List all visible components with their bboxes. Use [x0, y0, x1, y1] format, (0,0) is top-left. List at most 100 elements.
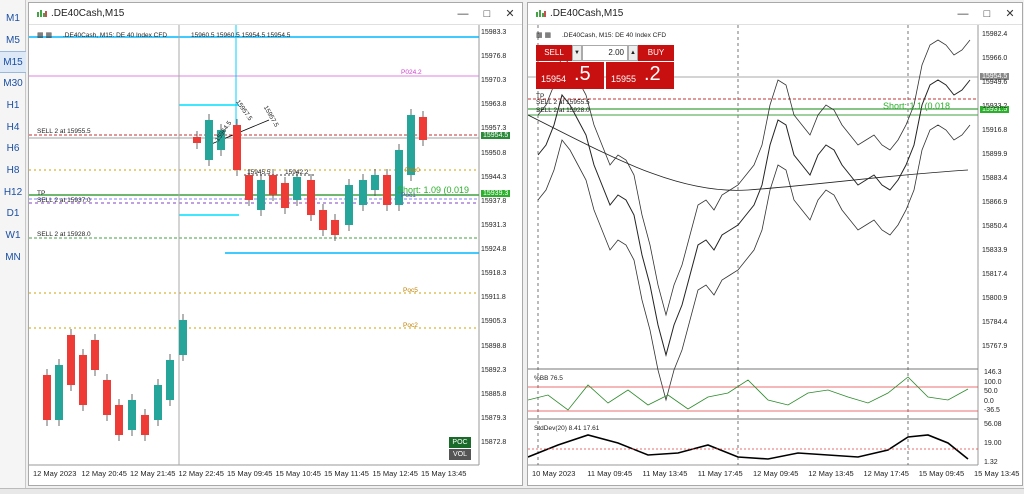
candle — [55, 365, 63, 420]
chart-window-icon — [36, 8, 48, 19]
price-chart-canvas — [29, 25, 480, 466]
timeframe-m30[interactable]: M30 — [3, 78, 23, 90]
bollinger-upper — [537, 39, 971, 317]
window-titlebar-right[interactable]: .DE40Cash,M15 — □ ✕ — [528, 3, 1022, 25]
buy-price-button[interactable]: 15955 .2 — [606, 62, 674, 89]
lot-size-input[interactable]: 2.00 — [582, 45, 628, 61]
maximize-button[interactable]: □ — [983, 8, 991, 20]
status-bar — [0, 488, 1024, 494]
timeframe-h6[interactable]: H6 — [6, 143, 20, 155]
price-axis-label: 15976.8 — [481, 53, 507, 61]
price-chart-left[interactable]: ▦ ▦ .DE40Cash, M15: DE 40 Index CFD 1596… — [29, 25, 522, 486]
timeframe-mn[interactable]: MN — [5, 251, 21, 263]
candle — [281, 183, 289, 208]
maximize-button[interactable]: □ — [483, 8, 491, 20]
close-button[interactable]: ✕ — [505, 8, 515, 20]
stddev-line — [528, 434, 969, 460]
candle — [257, 180, 265, 210]
buy-button[interactable]: BUY — [638, 45, 674, 61]
chart-header: .DE40Cash, M15: DE 40 Index CFD — [63, 32, 168, 39]
short-position-label: Short: 1.1 (0.018 — [883, 101, 951, 111]
price-axis-label: 15883.4 — [982, 175, 1008, 182]
price-line — [537, 79, 971, 357]
tp-label: TP — [536, 93, 545, 100]
time-axis-label: 12 May 20:45 — [81, 469, 127, 478]
time-axis-label: 12 May 17:45 — [863, 469, 909, 478]
candle — [395, 150, 403, 205]
timeframe-h12[interactable]: H12 — [3, 186, 23, 198]
chart-icons: ▦ ▦ — [536, 32, 552, 39]
price-axis-label: 15879.3 — [481, 414, 507, 422]
candle — [217, 130, 225, 150]
moving-average — [528, 114, 969, 191]
timeframe-d1[interactable]: D1 — [6, 208, 20, 220]
price-axis-label: 15937.8 — [481, 197, 507, 205]
lot-decrease-button[interactable]: ▼ — [572, 45, 582, 61]
time-axis-label: 10 May 2023 — [532, 469, 576, 478]
candle — [179, 320, 187, 355]
timeframe-m1[interactable]: M1 — [6, 13, 20, 24]
sell-button[interactable]: SELL — [536, 45, 572, 61]
price-chart-right[interactable]: ▦ ▦ .DE40Cash, M15: DE 40 Index CFD SELL… — [528, 25, 1022, 486]
time-axis-label: 11 May 17:45 — [697, 469, 743, 478]
price-tag-ask: 15939.3 — [481, 190, 511, 197]
timeframe-m5[interactable]: M5 — [6, 34, 20, 46]
time-axis-label: 12 May 09:45 — [753, 469, 799, 478]
bb-axis-label: 146.3 — [984, 369, 1002, 376]
price-axis-label: 15767.9 — [982, 343, 1008, 350]
price-axis-label: 15817.4 — [982, 271, 1008, 278]
close-button[interactable]: ✕ — [1005, 8, 1015, 20]
stddev-axis-label: 1.32 — [984, 459, 998, 466]
candle — [245, 175, 253, 200]
minimize-button[interactable]: — — [957, 8, 969, 20]
time-axis-label: 12 May 2023 — [33, 469, 77, 478]
minimize-button[interactable]: — — [457, 8, 469, 20]
candle — [115, 405, 123, 435]
candle — [331, 220, 339, 235]
price-axis-label: 15899.9 — [982, 151, 1008, 158]
stddev-indicator-label: StdDev(20) 8.41 17.61 — [534, 425, 600, 432]
bb-axis-label: -36.5 — [984, 407, 1000, 414]
buy-price-fraction: .2 — [644, 63, 661, 85]
price-axis-label: 15916.8 — [982, 127, 1008, 134]
candle — [141, 415, 149, 435]
bb-indicator-label: %BB 76.5 — [534, 375, 563, 382]
price-axis-label: 15983.3 — [481, 29, 507, 36]
candle — [319, 210, 327, 230]
poc-toggle-button[interactable]: POC — [449, 437, 471, 448]
buy-price-main: 15955 — [611, 74, 637, 84]
timeframe-w1[interactable]: W1 — [5, 230, 21, 241]
price-axis-label: 15850.4 — [982, 223, 1008, 230]
level-label-a: 15945.5 — [247, 169, 271, 176]
candle — [43, 375, 51, 420]
time-axis-label: 15 May 09:45 — [918, 469, 965, 478]
timeframe-bar: M1 M5 M15 M30 H1 H4 H6 H8 H12 D1 W1 MN — [0, 0, 26, 494]
sell-price-button[interactable]: 15954 .5 — [536, 62, 604, 89]
poc-label-3: Poc5 — [403, 287, 418, 294]
price-axis-label: 15905.3 — [481, 318, 507, 326]
price-axis-label: 15931.3 — [481, 221, 507, 229]
timeframe-m15[interactable]: M15 — [0, 51, 26, 74]
price-chart-canvas — [528, 25, 979, 466]
candle — [154, 385, 162, 420]
poc-label-1: P024.2 — [401, 69, 422, 76]
candle — [345, 185, 353, 225]
price-axis-label: 15924.8 — [481, 246, 507, 254]
timeframe-h4[interactable]: H4 — [6, 121, 20, 133]
price-axis-label: 15833.9 — [982, 247, 1008, 254]
price-axis-label: 15966.0 — [982, 55, 1008, 62]
poc-label-2: Poc1 — [401, 192, 416, 199]
vol-toggle-button[interactable]: VOL — [449, 449, 471, 460]
window-titlebar-left[interactable]: .DE40Cash,M15 — □ ✕ — [29, 3, 522, 25]
price-axis-label: 15944.3 — [481, 173, 507, 181]
price-axis-label: 15918.3 — [481, 270, 507, 278]
lot-increase-button[interactable]: ▲ — [628, 45, 638, 61]
price-axis-label: 15800.9 — [982, 295, 1008, 302]
candle — [205, 120, 213, 160]
ohlc-values: 15960.5 15960.5 15954.5 15954.5 — [191, 32, 291, 39]
candle — [419, 117, 427, 140]
timeframe-h8[interactable]: H8 — [6, 164, 20, 176]
timeframe-h1[interactable]: H1 — [6, 99, 20, 111]
price-tag-bid: 15954.5 — [481, 132, 511, 139]
order-line-label-sell-a: SELL 2 at 15955.5 — [37, 128, 91, 135]
